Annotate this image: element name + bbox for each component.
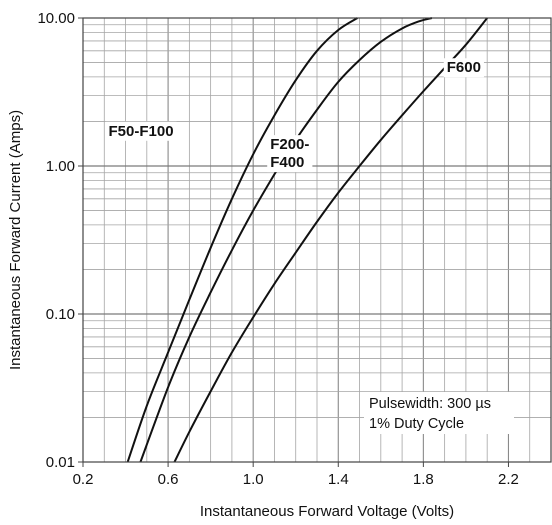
y-axis-title: Instantaneous Forward Current (Amps) xyxy=(7,110,24,370)
x-tick-label: 2.2 xyxy=(498,471,519,488)
x-tick-label: 0.2 xyxy=(73,471,94,488)
curve-label-text: F400 xyxy=(270,154,304,171)
y-tick-label: 0.01 xyxy=(46,454,75,471)
curve-label-background xyxy=(443,58,484,78)
x-tick-label: 1.4 xyxy=(328,471,349,488)
series-line-f50-f100 xyxy=(126,17,358,463)
curve-label-text: F200- xyxy=(270,136,309,153)
x-axis-title: Instantaneous Forward Voltage (Volts) xyxy=(200,503,454,520)
curve-labels: F50-F100 F200-F400 F600 xyxy=(105,58,484,173)
curve-label-background xyxy=(105,121,177,141)
curve-label-f600: F600 xyxy=(443,58,484,78)
curve-label-text: F50-F100 xyxy=(109,123,174,140)
curve-label-background xyxy=(267,135,313,173)
curve-label-f50-f100: F50-F100 xyxy=(105,121,177,141)
x-tick-label: 1.0 xyxy=(243,471,264,488)
x-tick-label: 0.6 xyxy=(158,471,179,488)
pulse-note-line-1: Pulsewidth: 300 µs xyxy=(369,396,491,412)
curve-label-text: F600 xyxy=(447,59,481,76)
grid xyxy=(83,18,551,462)
pulse-note: Pulsewidth: 300 µs 1% Duty Cycle xyxy=(364,392,514,434)
plot-frame xyxy=(82,17,552,463)
pulse-note-background xyxy=(364,392,514,434)
y-tick-label: 1.00 xyxy=(46,158,75,175)
y-tick-label: 0.10 xyxy=(46,306,75,323)
y-tick-label: 10.00 xyxy=(37,10,75,27)
series-line-f600 xyxy=(173,17,488,463)
curve-label-f200-f400: F200-F400 xyxy=(267,135,313,173)
pulse-note-line-2: 1% Duty Cycle xyxy=(369,416,464,432)
tick-labels: 0.2 0.6 1.0 1.4 1.8 2.2 0.01 0.10 1.00 10.00 xyxy=(37,10,518,488)
x-tick-label: 1.8 xyxy=(413,471,434,488)
